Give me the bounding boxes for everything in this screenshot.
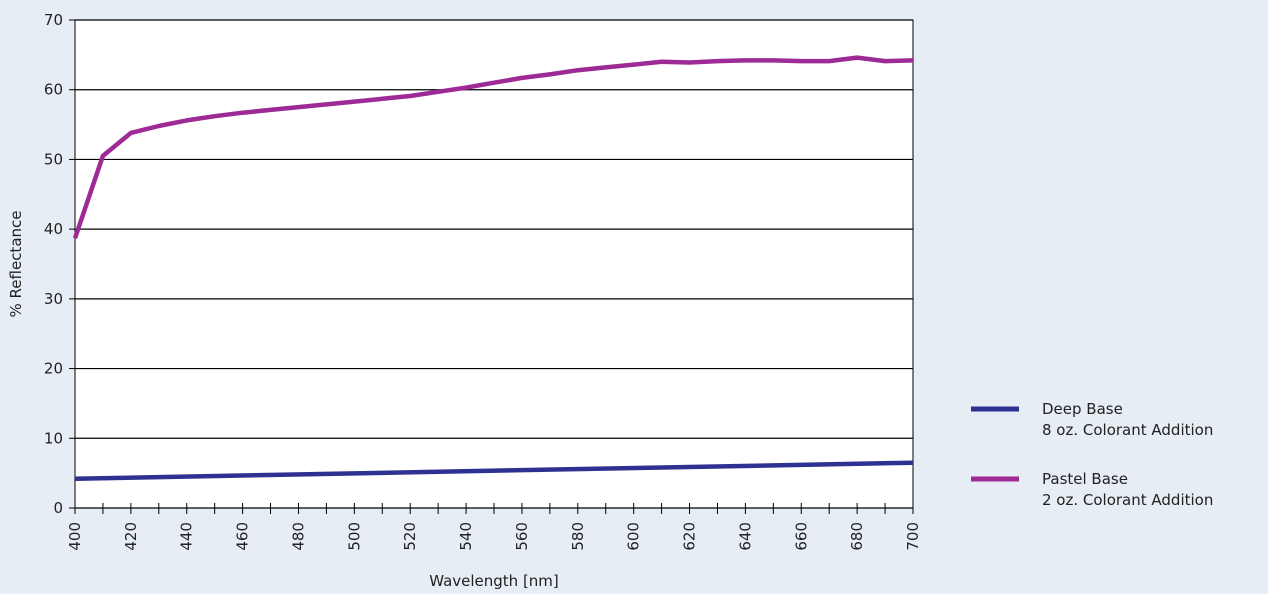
plot-area	[74, 19, 914, 509]
x-tick-label: 680	[848, 522, 866, 551]
x-tick-label: 640	[736, 522, 754, 551]
x-tick-label: 400	[66, 522, 84, 551]
x-tick-label: 580	[569, 522, 587, 551]
x-tick-label: 600	[625, 522, 643, 551]
x-tick-label: 480	[289, 522, 307, 551]
series-layer	[72, 55, 914, 481]
x-tick-label: 500	[345, 522, 363, 551]
x-tick-label: 620	[681, 522, 699, 551]
x-tick-label: 540	[457, 522, 475, 551]
y-axis-ticks: 0 10 20 30 40 50 60 70	[44, 11, 75, 517]
x-axis-ticks: 400 420 440 460 480 500 520 540 560 580 600 620 640 6…	[66, 503, 922, 551]
x-tick-label: 520	[401, 522, 419, 551]
x-axis-title: Wavelength [nm]	[429, 572, 559, 590]
x-tick-label: 420	[122, 522, 140, 551]
series-line-pastel-base	[72, 55, 914, 239]
x-tick-label: 660	[792, 522, 810, 551]
x-tick-label: 700	[904, 522, 922, 551]
y-tick-label: 70	[44, 11, 63, 29]
y-tick-label: 60	[44, 81, 63, 99]
y-tick-label: 40	[44, 220, 63, 238]
legend-sublabel: 2 oz. Colorant Addition	[1042, 491, 1213, 509]
x-tick-label: 440	[178, 522, 196, 551]
y-tick-label: 10	[44, 429, 63, 447]
series-line-deep-base	[74, 460, 914, 481]
y-tick-label: 20	[44, 360, 63, 378]
legend-sublabel: 8 oz. Colorant Addition	[1042, 421, 1213, 439]
x-tick-label: 560	[513, 522, 531, 551]
grid-lines	[75, 19, 913, 509]
x-tick-label: 460	[234, 522, 252, 551]
y-tick-label: 50	[44, 150, 63, 168]
y-axis-title: % Reflectance	[7, 211, 25, 318]
legend-label: Pastel Base	[1042, 470, 1128, 488]
legend-label: Deep Base	[1042, 400, 1123, 418]
legend: Deep Base 8 oz. Colorant Addition Pastel B…	[971, 400, 1213, 509]
y-tick-label: 0	[53, 499, 63, 517]
y-tick-label: 30	[44, 290, 63, 308]
